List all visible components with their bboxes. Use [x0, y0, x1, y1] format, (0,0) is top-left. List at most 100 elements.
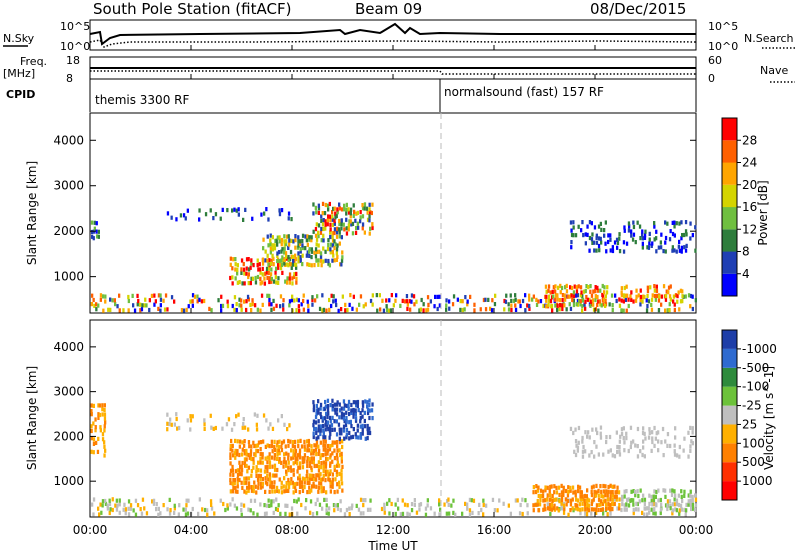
vel-cell	[583, 498, 586, 503]
vel-cell	[262, 439, 265, 444]
power-cell	[311, 297, 314, 303]
power-cell	[594, 307, 597, 312]
power-cell	[630, 229, 633, 234]
vel-cell	[355, 435, 358, 440]
vel-cell	[466, 502, 469, 507]
vel-cell	[355, 503, 358, 508]
vel-cell	[595, 444, 598, 449]
power-cell	[559, 290, 562, 295]
power-cell	[490, 308, 494, 313]
power-cell	[259, 270, 262, 275]
power-cell	[301, 243, 304, 248]
vel-cell	[298, 473, 301, 478]
power-cell	[673, 302, 676, 307]
vel-cell	[247, 507, 250, 512]
vel-cell	[290, 477, 293, 482]
vel-cell	[312, 473, 315, 478]
vel-cell	[294, 488, 298, 493]
power-cell	[668, 302, 671, 307]
power-cell	[521, 298, 525, 304]
vel-cell	[325, 510, 328, 516]
power-cell	[340, 226, 343, 231]
vel-cell	[294, 456, 298, 461]
vel-cell	[256, 443, 260, 448]
vel-cell	[329, 469, 332, 474]
power-cell	[466, 299, 469, 304]
vel-cell	[266, 473, 269, 478]
vel-cell	[101, 432, 105, 437]
vel-cell	[577, 425, 581, 431]
power-cell	[648, 237, 651, 242]
vel-cell	[638, 499, 641, 504]
vel-cell	[555, 497, 558, 502]
vel-cell	[403, 502, 407, 507]
vel-cell	[254, 453, 257, 458]
power-cell	[252, 263, 255, 268]
power-cell	[631, 237, 635, 242]
vel-cell	[363, 410, 366, 415]
vel-cell	[673, 443, 676, 448]
power-cell	[312, 202, 315, 207]
vel-cell	[366, 507, 370, 512]
power-cell	[532, 294, 535, 299]
vel-cell	[609, 511, 612, 516]
power-cell	[326, 218, 330, 223]
vel-cell	[266, 468, 269, 473]
nsky-label: N.Sky	[3, 32, 35, 45]
vel-cell	[104, 498, 107, 504]
vel-cell	[327, 511, 330, 516]
vel-cell	[266, 465, 269, 470]
power-cell	[293, 258, 296, 263]
vel-cell	[210, 425, 213, 430]
vel-cell	[318, 502, 322, 507]
power-cell	[319, 254, 323, 259]
vel-cell	[248, 455, 251, 460]
vel-cell	[496, 508, 499, 513]
power-cell	[653, 288, 656, 293]
vel-cell	[282, 460, 286, 465]
vel-cell	[542, 489, 545, 494]
power-cell	[568, 294, 571, 299]
power-cell	[295, 276, 298, 281]
power-cell	[316, 294, 319, 299]
vel-cell	[634, 443, 637, 448]
vel-cell	[328, 435, 331, 440]
power-cell	[590, 302, 593, 307]
vel-cell	[178, 425, 181, 431]
vel-cell	[326, 469, 329, 474]
vel-cell	[322, 460, 325, 465]
vel-cell	[634, 489, 637, 494]
vel-cell	[366, 436, 369, 441]
power-cell	[596, 288, 599, 293]
vel-cell	[581, 439, 584, 444]
vel-cell	[250, 488, 254, 493]
power-cell	[528, 303, 531, 309]
power-cell	[247, 257, 250, 262]
vel-cell	[691, 430, 694, 435]
vel-cell	[569, 426, 573, 431]
power-cell	[390, 293, 393, 298]
vel-cell	[298, 484, 302, 489]
power-cell	[288, 303, 291, 308]
vel-cell	[319, 424, 323, 429]
vel-cell	[168, 422, 171, 427]
vel-cell	[226, 503, 229, 508]
vel-cell	[689, 493, 692, 498]
power-cell	[575, 293, 578, 298]
vel-cell	[315, 440, 319, 445]
vel-cell	[350, 506, 353, 511]
vel-cell	[324, 464, 328, 469]
vel-cell	[262, 413, 266, 418]
vel-cell	[678, 511, 681, 516]
vel-cell	[257, 473, 260, 478]
vel-cell	[336, 506, 340, 511]
power-cell	[668, 294, 672, 299]
power-cell	[220, 308, 223, 313]
vel-cell	[607, 449, 610, 454]
vel-cell	[277, 444, 281, 450]
vel-cell	[103, 424, 106, 429]
power-cell	[627, 221, 631, 226]
vel-cell	[648, 510, 651, 515]
power-cell	[196, 299, 199, 304]
vel-cell	[324, 404, 328, 409]
